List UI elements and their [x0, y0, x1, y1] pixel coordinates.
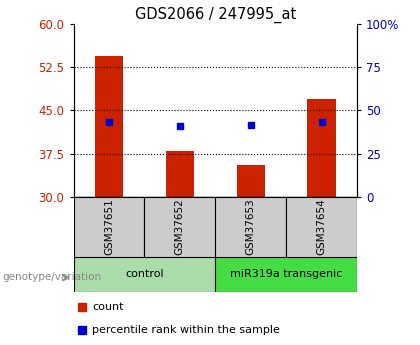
Bar: [215, 197, 286, 257]
Text: count: count: [92, 302, 123, 312]
Bar: [286, 197, 357, 257]
Text: control: control: [125, 269, 164, 279]
Text: miR319a transgenic: miR319a transgenic: [230, 269, 342, 279]
Bar: [95, 56, 123, 197]
Text: GSM37653: GSM37653: [246, 198, 256, 255]
Title: GDS2066 / 247995_at: GDS2066 / 247995_at: [135, 7, 296, 23]
Bar: [215, 257, 357, 292]
Bar: [74, 257, 215, 292]
Text: GSM37652: GSM37652: [175, 198, 185, 255]
Bar: [307, 99, 336, 197]
Text: GSM37651: GSM37651: [104, 198, 114, 255]
Text: genotype/variation: genotype/variation: [2, 272, 101, 282]
Text: GSM37654: GSM37654: [317, 198, 327, 255]
Text: percentile rank within the sample: percentile rank within the sample: [92, 325, 280, 335]
Bar: [144, 197, 215, 257]
Bar: [236, 165, 265, 197]
Bar: [74, 197, 144, 257]
Bar: [165, 151, 194, 197]
